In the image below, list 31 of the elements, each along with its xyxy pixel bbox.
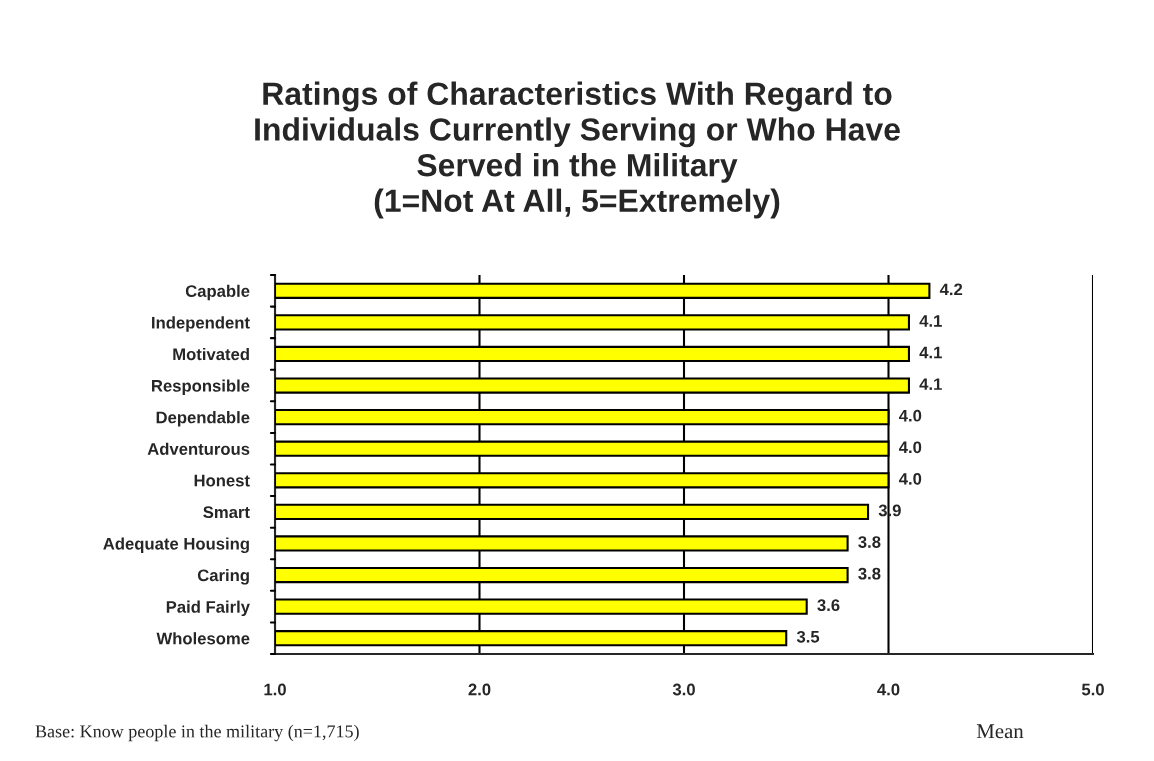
data-label: 3.5 <box>796 630 820 643</box>
data-label: 4.1 <box>919 378 942 390</box>
data-label: 3.8 <box>858 536 881 548</box>
y-tick-label: Adventurous <box>147 442 250 455</box>
y-tick-label: Dependable <box>156 411 250 427</box>
y-tick-label: Capable <box>185 284 250 301</box>
y-tick-label: Smart <box>203 506 250 519</box>
y-tick-label: Independent <box>152 316 250 332</box>
data-label: 4.0 <box>898 409 922 422</box>
x-tick-label: 4.0 <box>877 683 900 696</box>
data-label: 4.2 <box>939 283 963 296</box>
y-tick-label: Paid Fairly <box>166 600 250 617</box>
x-tick-label: 5.0 <box>1081 683 1104 696</box>
data-label: 3.8 <box>858 567 881 580</box>
y-tick-label: Adequate Housing <box>103 537 249 554</box>
data-label: 4.1 <box>919 346 942 359</box>
text: Base: Know people in the military (n=1,715) <box>35 724 359 742</box>
chart-title: Ratings of Characteristics With Regard to Individuals Currently Serving or Who Have Served in the Military (1=Not At All, 5=Extremely) <box>255 81 900 219</box>
data-label: 4.1 <box>919 315 942 327</box>
y-tick-label: Wholesome <box>156 632 250 645</box>
x-tick-label: 2.0 <box>468 683 491 696</box>
data-label: 4.0 <box>898 441 922 454</box>
x-tick-label: 1.0 <box>264 683 286 696</box>
y-tick-label: Motivated <box>173 347 249 361</box>
x-axis-title: Mean <box>976 724 1024 739</box>
data-label: 3.6 <box>817 599 840 612</box>
x-tick-label: 3.0 <box>672 683 695 696</box>
y-tick-label: Caring <box>197 569 249 585</box>
y-tick-label: Honest <box>194 474 250 487</box>
y-tick-label: Responsible <box>152 379 250 396</box>
data-label: 4.0 <box>898 472 922 485</box>
